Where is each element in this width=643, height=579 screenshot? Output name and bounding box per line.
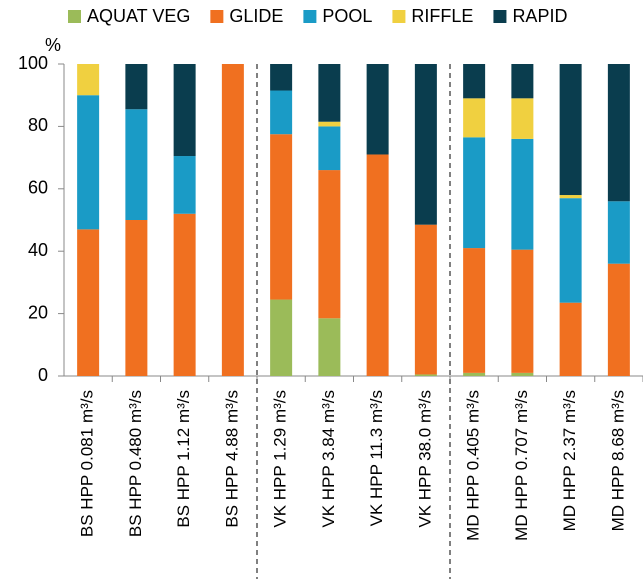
x-tick-label: MD HPP 8.68 m³/s — [608, 390, 627, 531]
x-tick-label: MD HPP 0.707 m³/s — [512, 390, 531, 541]
bar-segment — [414, 64, 437, 225]
x-tick-label: MD HPP 0.405 m³/s — [464, 390, 483, 541]
x-tick-label: BS HPP 4.88 m³/s — [222, 390, 241, 528]
bar-segment — [559, 302, 582, 376]
x-tick-label: BS HPP 0.480 m³/s — [126, 390, 145, 537]
bar-segment — [318, 121, 341, 127]
bar-segment — [511, 64, 534, 99]
y-tick-label: 40 — [28, 240, 48, 260]
bar-segment — [559, 195, 582, 199]
bar-segment — [511, 372, 534, 376]
y-tick-label: 100 — [18, 53, 48, 73]
bar-segment — [414, 224, 437, 375]
bar-segment — [318, 170, 341, 319]
bar-segment — [173, 156, 196, 214]
x-tick-label: VK HPP 38.0 m³/s — [415, 390, 434, 528]
bar-segment — [221, 64, 244, 376]
bar-segment — [125, 109, 148, 220]
legend-marker — [210, 10, 224, 23]
bar-segment — [559, 198, 582, 303]
y-tick-label: 20 — [28, 302, 48, 322]
bar-segment — [463, 98, 486, 138]
legend-label: RIFFLE — [411, 6, 473, 26]
bar-segment — [559, 64, 582, 196]
bar-segment — [463, 64, 486, 99]
bar-segment — [607, 64, 630, 202]
x-tick-label: VK HPP 11.3 m³/s — [367, 390, 386, 526]
bar-segment — [173, 64, 196, 157]
bar-segment — [270, 64, 293, 91]
y-tick-label: 0 — [38, 365, 48, 385]
bar-segment — [173, 213, 196, 376]
bar-segment — [511, 249, 534, 373]
bar-segment — [77, 64, 100, 96]
legend-marker — [493, 10, 507, 23]
x-tick-label: BS HPP 0.081 m³/s — [78, 390, 97, 537]
bar-segment — [125, 64, 148, 110]
bar-segment — [318, 318, 341, 376]
y-tick-label: 60 — [28, 178, 48, 198]
legend-marker — [392, 10, 406, 23]
y-tick-label: 80 — [28, 115, 48, 135]
bar-segment — [270, 134, 293, 300]
x-tick-label: BS HPP 1.12 m³/s — [174, 390, 193, 528]
bar-segment — [463, 248, 486, 373]
x-tick-label: MD HPP 2.37 m³/s — [560, 390, 579, 531]
bar-segment — [77, 95, 100, 230]
bar-segment — [463, 372, 486, 376]
legend-marker — [303, 10, 317, 23]
bar-segment — [125, 220, 148, 376]
bar-segment — [77, 229, 100, 376]
x-tick-label: VK HPP 1.29 m³/s — [271, 390, 290, 528]
bar-segment — [511, 138, 534, 250]
bar-segment — [414, 374, 437, 376]
bar-segment — [511, 98, 534, 139]
legend-label: AQUAT VEG — [87, 6, 190, 26]
bar-segment — [318, 64, 341, 122]
x-tick-label: VK HPP 3.84 m³/s — [319, 390, 338, 528]
legend-marker — [68, 10, 81, 23]
y-axis-label: % — [45, 35, 61, 55]
legend-label: GLIDE — [229, 6, 283, 26]
bar-segment — [607, 201, 630, 264]
bar-segment — [366, 64, 389, 155]
bar-segment — [366, 154, 389, 376]
legend-label: POOL — [322, 6, 372, 26]
bar-segment — [270, 90, 293, 135]
bar-segment — [318, 126, 341, 171]
bar-segment — [463, 137, 486, 249]
legend-label: RAPID — [512, 6, 567, 26]
bar-segment — [270, 299, 293, 376]
bar-segment — [607, 263, 630, 376]
